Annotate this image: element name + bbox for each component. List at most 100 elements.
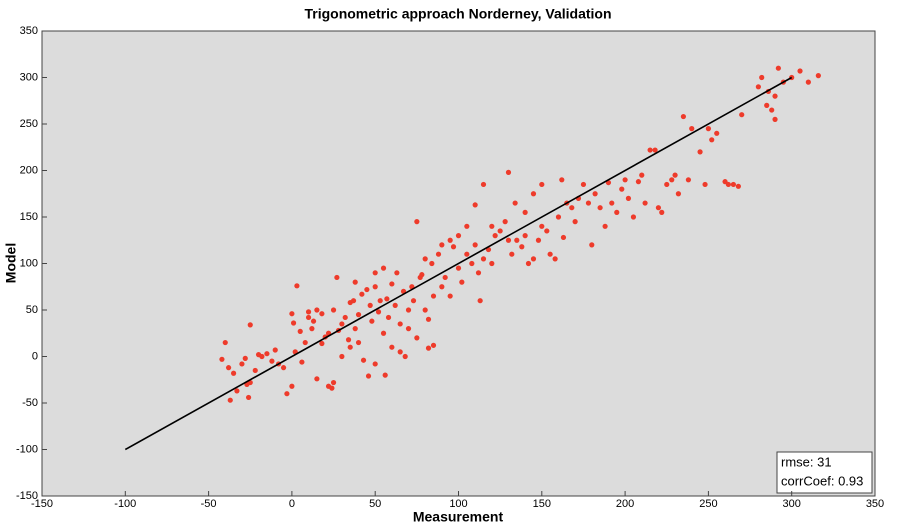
point (489, 223, 495, 229)
point (769, 107, 775, 113)
point (689, 126, 695, 132)
point (377, 298, 383, 304)
point (522, 233, 528, 239)
point (425, 316, 432, 322)
point (365, 373, 372, 379)
point (464, 223, 470, 229)
point (422, 307, 428, 313)
point (389, 281, 395, 287)
point (559, 177, 565, 183)
point (502, 219, 508, 225)
point (614, 209, 620, 215)
point (405, 326, 412, 332)
point (739, 112, 745, 118)
y-tick-label: 100 (20, 257, 38, 269)
point (447, 293, 453, 299)
point (672, 172, 678, 178)
point (469, 260, 475, 267)
point (297, 328, 303, 334)
point (639, 172, 645, 178)
point (589, 242, 595, 248)
point (464, 251, 470, 257)
point (675, 191, 682, 197)
point (447, 237, 453, 243)
point (372, 270, 378, 276)
point (597, 205, 603, 211)
x-tick-label: 0 (289, 498, 295, 510)
point (305, 314, 312, 321)
point (392, 302, 398, 308)
y-tick-label: 50 (26, 304, 38, 316)
point (314, 376, 320, 382)
point (330, 379, 337, 386)
point (505, 169, 512, 175)
point (525, 260, 532, 267)
point (384, 296, 390, 302)
point (402, 353, 408, 360)
x-tick-label: -100 (114, 498, 136, 510)
point (585, 200, 592, 206)
point (439, 284, 445, 290)
point (242, 355, 248, 361)
point (352, 279, 358, 285)
point (530, 191, 537, 197)
x-tick-label: 250 (699, 498, 717, 510)
point (512, 200, 518, 206)
point (602, 223, 608, 229)
point (309, 326, 315, 332)
point (509, 251, 515, 257)
point (225, 365, 232, 371)
point (755, 84, 761, 90)
point (239, 361, 245, 367)
point (472, 202, 478, 208)
point (652, 147, 658, 153)
point (714, 130, 720, 136)
reference-line (124, 76, 793, 451)
y-tick-label: -100 (16, 443, 38, 455)
x-tick-label: 350 (866, 498, 884, 510)
point (477, 298, 483, 304)
point (592, 191, 598, 197)
point (455, 265, 462, 271)
point (314, 307, 320, 313)
point (442, 274, 448, 281)
point (680, 113, 687, 120)
point (329, 385, 335, 391)
y-tick-label: 200 (20, 164, 38, 176)
point (289, 383, 295, 389)
y-tick-label: 150 (20, 211, 38, 223)
point (609, 200, 615, 206)
point (410, 298, 417, 304)
point (430, 342, 437, 348)
point (397, 321, 403, 327)
point (772, 93, 778, 99)
point (530, 256, 537, 262)
point (709, 137, 715, 143)
y-tick-label: -150 (16, 490, 38, 502)
point (772, 116, 778, 122)
point (264, 351, 270, 357)
point (259, 353, 265, 360)
point (497, 228, 503, 234)
point (305, 309, 312, 315)
point (555, 214, 562, 220)
point (364, 286, 370, 293)
point (547, 251, 553, 257)
point (272, 347, 278, 353)
stats-rmse: rmse: 31 (781, 454, 832, 469)
point (385, 314, 392, 321)
point (435, 251, 442, 257)
point (289, 311, 295, 317)
point (425, 345, 432, 351)
point (345, 337, 352, 343)
point (775, 65, 781, 71)
point (569, 205, 575, 211)
point (429, 260, 435, 267)
x-tick-label: 300 (783, 498, 801, 510)
point (430, 293, 437, 299)
point (659, 209, 665, 215)
point (280, 365, 287, 371)
point (339, 353, 345, 360)
y-tick-label: 0 (32, 350, 38, 362)
